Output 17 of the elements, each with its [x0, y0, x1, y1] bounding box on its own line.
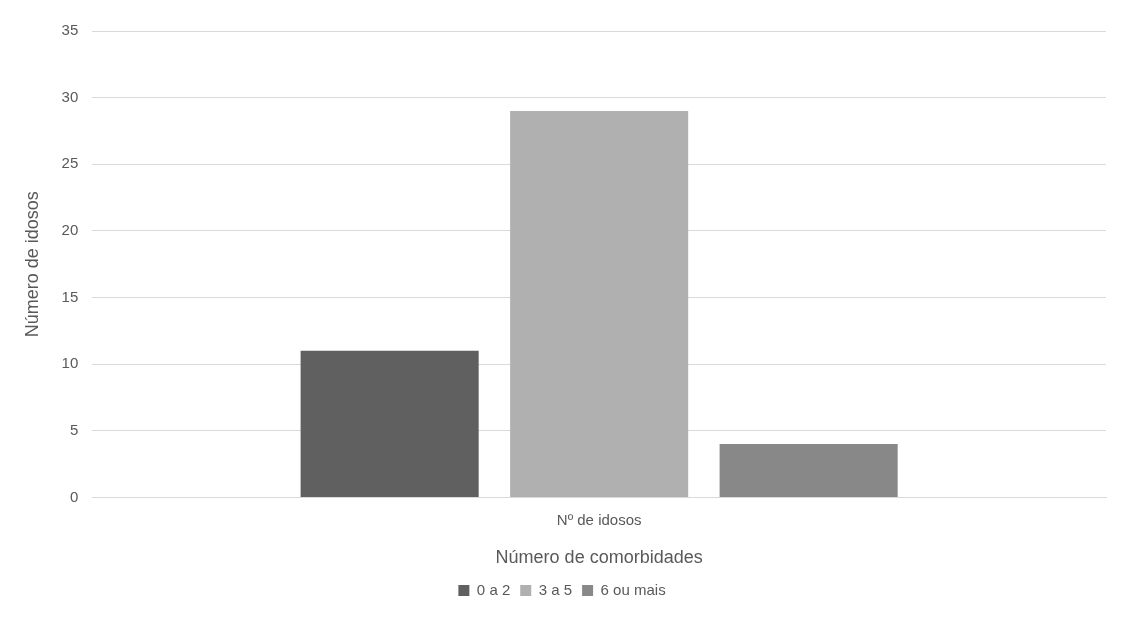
- y-tick-label: 15: [61, 287, 79, 305]
- legend-label: 0 a 2: [476, 580, 511, 598]
- y-tick-label: 10: [61, 354, 79, 372]
- y-tick-label: 0: [69, 487, 79, 505]
- bar: [510, 110, 689, 497]
- y-tick-label: 25: [61, 154, 79, 172]
- bar: [300, 350, 479, 497]
- x-axis-title: Número de comorbidades: [495, 547, 703, 568]
- y-tick-label: 35: [61, 21, 79, 39]
- y-tick-label: 5: [69, 420, 79, 438]
- y-tick-label: 30: [61, 87, 79, 105]
- y-tick-label: 20: [61, 221, 79, 239]
- bar: [719, 444, 898, 497]
- legend-label: 3 a 5: [538, 580, 573, 598]
- x-tick-label: Nº de idosos: [556, 510, 642, 528]
- y-axis-title: Número de idosos: [21, 191, 42, 338]
- legend-label: 6 ou mais: [600, 580, 666, 598]
